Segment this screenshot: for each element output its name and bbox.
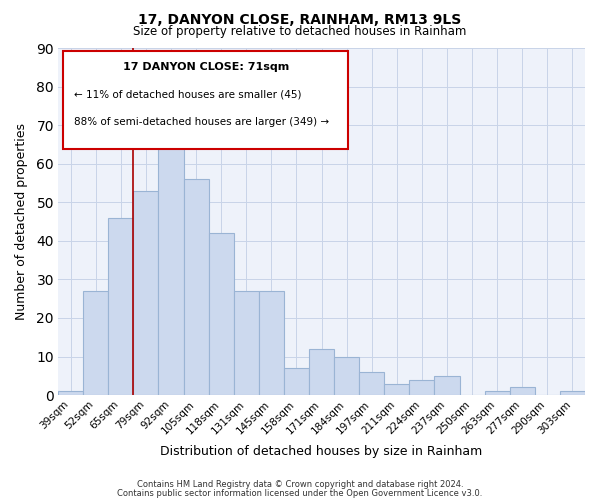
Text: Contains public sector information licensed under the Open Government Licence v3: Contains public sector information licen… bbox=[118, 488, 482, 498]
Bar bbox=[334, 356, 359, 395]
Bar bbox=[359, 372, 384, 395]
Bar bbox=[209, 233, 234, 395]
Text: 17 DANYON CLOSE: 71sqm: 17 DANYON CLOSE: 71sqm bbox=[122, 62, 289, 72]
Bar bbox=[510, 388, 535, 395]
Bar bbox=[309, 349, 334, 395]
Bar bbox=[384, 384, 409, 395]
Bar bbox=[409, 380, 434, 395]
Bar bbox=[83, 291, 109, 395]
Text: Size of property relative to detached houses in Rainham: Size of property relative to detached ho… bbox=[133, 25, 467, 38]
Text: Contains HM Land Registry data © Crown copyright and database right 2024.: Contains HM Land Registry data © Crown c… bbox=[137, 480, 463, 489]
Bar bbox=[109, 218, 133, 395]
X-axis label: Distribution of detached houses by size in Rainham: Distribution of detached houses by size … bbox=[160, 444, 482, 458]
FancyBboxPatch shape bbox=[64, 52, 348, 148]
Bar bbox=[434, 376, 460, 395]
Text: 88% of semi-detached houses are larger (349) →: 88% of semi-detached houses are larger (… bbox=[74, 118, 329, 128]
Bar bbox=[184, 179, 209, 395]
Bar bbox=[485, 392, 510, 395]
Bar bbox=[284, 368, 309, 395]
Bar bbox=[158, 133, 184, 395]
Bar bbox=[133, 190, 158, 395]
Bar bbox=[234, 291, 259, 395]
Bar bbox=[560, 392, 585, 395]
Bar bbox=[259, 291, 284, 395]
Text: ← 11% of detached houses are smaller (45): ← 11% of detached houses are smaller (45… bbox=[74, 90, 301, 100]
Bar bbox=[58, 392, 83, 395]
Y-axis label: Number of detached properties: Number of detached properties bbox=[15, 123, 28, 320]
Text: 17, DANYON CLOSE, RAINHAM, RM13 9LS: 17, DANYON CLOSE, RAINHAM, RM13 9LS bbox=[139, 12, 461, 26]
